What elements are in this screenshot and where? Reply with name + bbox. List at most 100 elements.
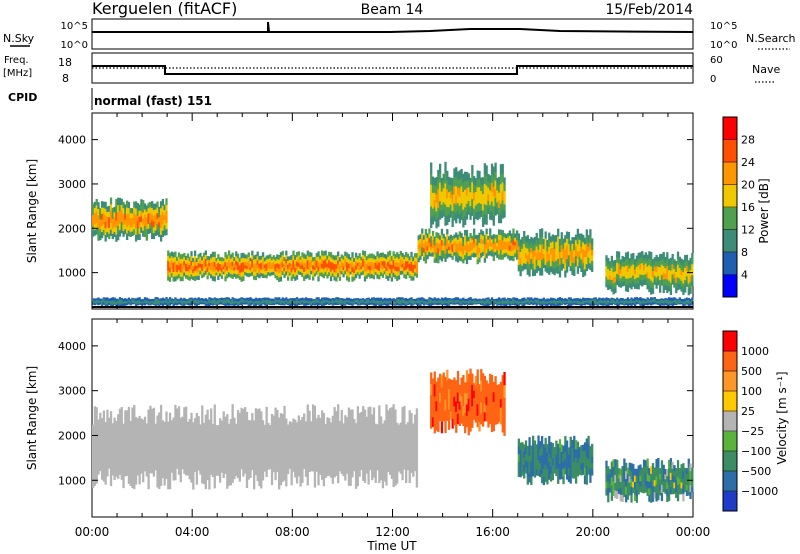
power-cell	[376, 299, 379, 302]
power-cell	[236, 302, 240, 304]
power-cell	[446, 215, 449, 225]
power-cell	[170, 264, 173, 269]
power-cell	[374, 262, 377, 266]
power-cell	[417, 304, 420, 306]
power-cell	[560, 251, 563, 259]
power-cell	[574, 239, 578, 246]
power-cell	[197, 271, 200, 276]
power-cell	[127, 297, 131, 300]
power-cell	[667, 258, 671, 265]
power-cell	[651, 270, 655, 277]
power-cell	[372, 299, 376, 302]
power-cell	[440, 234, 444, 241]
power-cell	[312, 300, 315, 302]
power-cell	[632, 258, 635, 265]
power-cell	[460, 302, 463, 305]
power-cell	[621, 298, 624, 300]
power-cell	[269, 299, 272, 302]
power-cell	[440, 177, 444, 185]
power-cell	[236, 273, 240, 279]
power-cell	[614, 300, 617, 303]
velocity-cell	[267, 441, 270, 452]
power-cell	[481, 302, 485, 305]
velocity-cell	[213, 454, 216, 472]
power-cell	[549, 242, 553, 249]
power-cell	[154, 208, 157, 215]
power-cell	[401, 297, 404, 300]
power-cell	[269, 302, 272, 305]
power-cell	[213, 256, 216, 262]
power-cell	[261, 256, 265, 262]
power-cell	[472, 216, 476, 225]
power-cell	[598, 300, 601, 303]
power-cell	[238, 298, 241, 300]
power-cell	[283, 257, 286, 261]
power-cell	[154, 214, 157, 220]
power-cell	[161, 301, 165, 304]
power-cell	[251, 300, 254, 302]
power-cell	[401, 302, 404, 305]
power-cell	[675, 302, 678, 305]
power-cell	[664, 267, 667, 274]
power-cell	[571, 301, 574, 304]
power-cell	[490, 201, 494, 211]
power-cell	[306, 255, 309, 261]
power-cell	[122, 201, 125, 209]
velocity-cell	[115, 432, 118, 444]
power-cell	[229, 301, 233, 304]
power-cell	[242, 275, 245, 281]
power-cell	[465, 303, 469, 305]
power-cell	[526, 301, 529, 304]
power-cell	[623, 271, 626, 277]
power-cell	[437, 237, 440, 244]
power-cell	[428, 246, 431, 252]
power-cell	[381, 299, 385, 301]
power-cell	[412, 268, 415, 273]
power-cell	[583, 302, 587, 305]
power-cell	[313, 302, 317, 304]
power-cell	[154, 299, 157, 302]
power-cell	[306, 250, 309, 256]
power-cell	[170, 251, 173, 257]
power-cell	[642, 301, 646, 304]
power-cell	[458, 205, 461, 215]
power-cell	[131, 231, 134, 237]
power-cell	[367, 265, 370, 270]
velocity-cell	[156, 444, 159, 459]
power-cell	[514, 241, 517, 246]
velocity-cell	[131, 407, 134, 425]
power-cell	[340, 260, 343, 265]
power-cell	[240, 267, 243, 273]
power-cell	[433, 213, 436, 222]
power-cell	[286, 299, 290, 302]
power-cell	[521, 300, 524, 303]
power-cell	[437, 247, 440, 254]
power-cell	[653, 270, 656, 276]
power-cell	[301, 264, 304, 270]
power-cell	[487, 180, 490, 188]
power-cell	[449, 245, 453, 251]
power-cell	[455, 301, 458, 304]
power-cell	[614, 287, 617, 294]
power-cell	[297, 299, 300, 302]
power-cell	[297, 258, 300, 264]
velocity-cell	[238, 440, 241, 455]
velocity-cell	[310, 451, 313, 462]
power-cell	[657, 280, 660, 286]
power-cell	[165, 210, 168, 218]
power-cell	[444, 240, 447, 246]
power-cell	[333, 263, 336, 269]
power-cell	[478, 232, 481, 239]
power-cell	[122, 207, 125, 214]
power-cell	[501, 172, 504, 183]
velocity-cell	[313, 422, 317, 439]
power-cell	[335, 297, 338, 299]
power-cell	[583, 303, 587, 306]
power-cell	[644, 279, 647, 285]
velocity-cell	[109, 455, 113, 472]
power-cell	[269, 272, 272, 277]
velocity-cell	[161, 466, 165, 479]
power-cell	[492, 176, 495, 187]
power-cell	[472, 252, 476, 258]
power-cell	[176, 267, 179, 273]
